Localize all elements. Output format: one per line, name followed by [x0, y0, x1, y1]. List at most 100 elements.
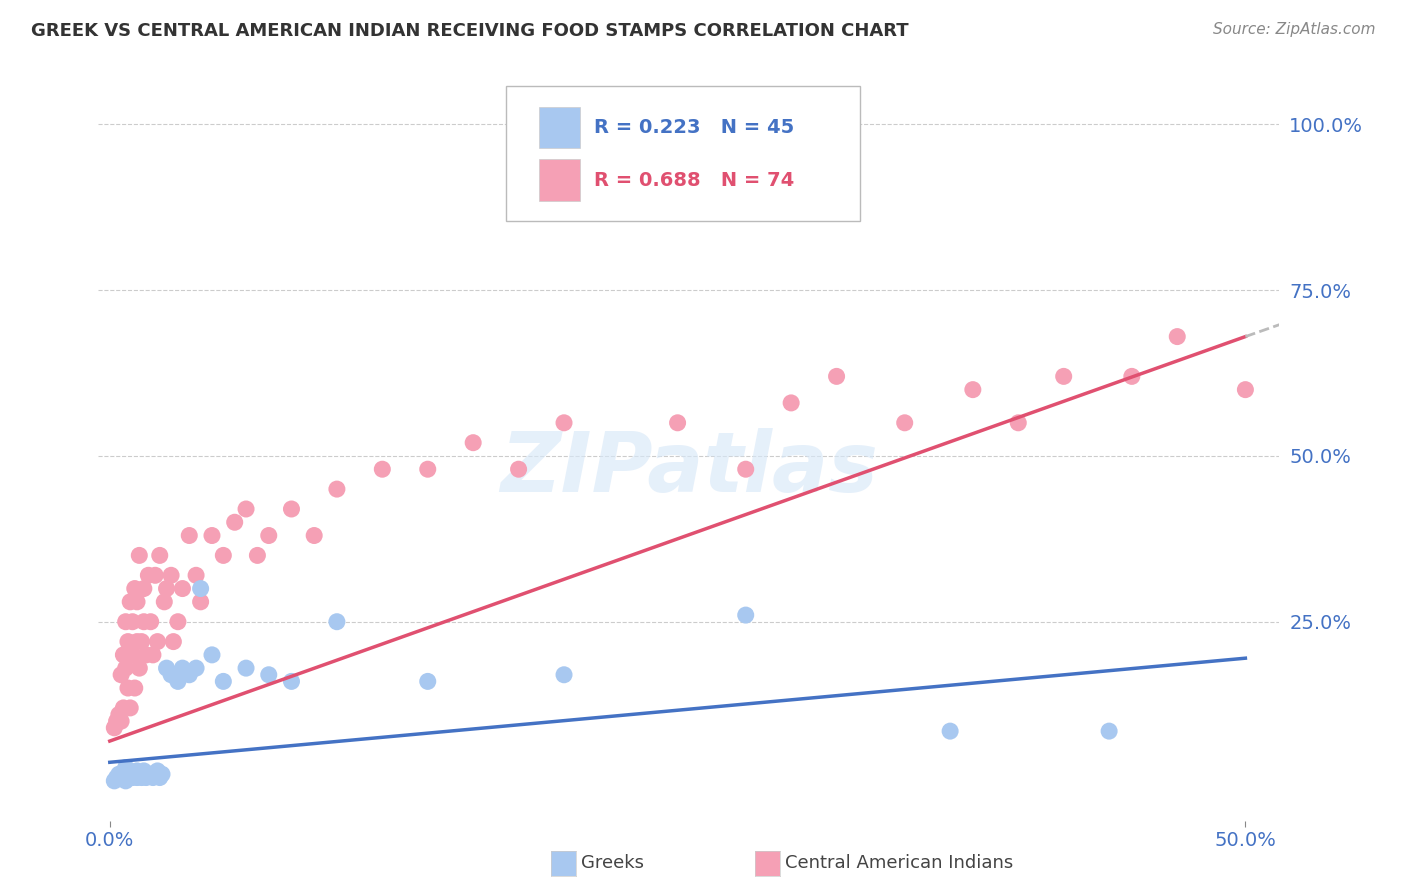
- Point: [121, 615, 143, 629]
- Point: [117, 634, 139, 648]
- Point: [132, 764, 155, 778]
- Bar: [538, 107, 581, 148]
- Text: R = 0.688   N = 74: R = 0.688 N = 74: [595, 170, 794, 189]
- Point: [125, 595, 148, 609]
- Point: [280, 674, 302, 689]
- Point: [121, 771, 143, 785]
- Point: [190, 595, 212, 609]
- Point: [114, 661, 136, 675]
- Point: [149, 549, 172, 563]
- Point: [212, 674, 235, 689]
- Point: [734, 608, 756, 623]
- Point: [326, 615, 349, 629]
- Text: R = 0.223   N = 45: R = 0.223 N = 45: [595, 118, 794, 137]
- Point: [162, 634, 184, 648]
- Point: [120, 595, 142, 609]
- Point: [108, 707, 131, 722]
- Point: [1007, 416, 1029, 430]
- Point: [105, 714, 128, 728]
- Point: [150, 767, 173, 781]
- Point: [1279, 350, 1302, 364]
- Point: [125, 771, 148, 785]
- Point: [125, 764, 148, 778]
- Point: [117, 771, 139, 785]
- Point: [121, 767, 143, 781]
- Point: [235, 502, 257, 516]
- Point: [160, 568, 183, 582]
- Point: [734, 462, 756, 476]
- Point: [893, 416, 915, 430]
- Point: [105, 771, 128, 785]
- Point: [1234, 383, 1257, 397]
- Point: [939, 724, 962, 739]
- Point: [235, 661, 257, 675]
- Point: [155, 582, 177, 596]
- Point: [124, 767, 146, 781]
- Point: [190, 582, 212, 596]
- Point: [143, 568, 166, 582]
- Point: [553, 667, 575, 681]
- Point: [184, 568, 207, 582]
- Point: [132, 615, 155, 629]
- Text: Greeks: Greeks: [581, 855, 644, 872]
- Text: Source: ZipAtlas.com: Source: ZipAtlas.com: [1212, 22, 1375, 37]
- Point: [110, 767, 132, 781]
- Point: [131, 771, 153, 785]
- Point: [962, 383, 984, 397]
- Point: [1121, 369, 1143, 384]
- Point: [326, 482, 349, 496]
- Point: [120, 701, 142, 715]
- Point: [155, 661, 177, 675]
- Point: [553, 416, 575, 430]
- Point: [114, 615, 136, 629]
- Point: [131, 634, 153, 648]
- Point: [146, 634, 169, 648]
- Point: [212, 549, 235, 563]
- Text: Central American Indians: Central American Indians: [785, 855, 1012, 872]
- Point: [125, 634, 148, 648]
- Point: [146, 764, 169, 778]
- Point: [780, 396, 803, 410]
- Point: [110, 714, 132, 728]
- Point: [114, 761, 136, 775]
- Point: [108, 767, 131, 781]
- Point: [463, 435, 485, 450]
- Point: [302, 528, 325, 542]
- Text: GREEK VS CENTRAL AMERICAN INDIAN RECEIVING FOOD STAMPS CORRELATION CHART: GREEK VS CENTRAL AMERICAN INDIAN RECEIVI…: [31, 22, 908, 40]
- Point: [132, 582, 155, 596]
- Point: [179, 528, 201, 542]
- Point: [1166, 329, 1188, 343]
- Point: [153, 595, 176, 609]
- Point: [132, 767, 155, 781]
- Point: [139, 615, 162, 629]
- Point: [666, 416, 689, 430]
- Point: [825, 369, 848, 384]
- Point: [142, 771, 165, 785]
- Point: [172, 661, 194, 675]
- Point: [103, 721, 125, 735]
- Point: [1053, 369, 1076, 384]
- Point: [416, 462, 439, 476]
- Point: [142, 648, 165, 662]
- Point: [135, 771, 157, 785]
- Point: [172, 582, 194, 596]
- Point: [257, 528, 280, 542]
- Point: [135, 648, 157, 662]
- Point: [114, 773, 136, 788]
- Point: [167, 615, 190, 629]
- Point: [120, 764, 142, 778]
- Point: [160, 667, 183, 681]
- Point: [139, 767, 162, 781]
- Point: [201, 648, 224, 662]
- Point: [138, 767, 160, 781]
- Point: [112, 771, 135, 785]
- Point: [1098, 724, 1121, 739]
- Point: [201, 528, 224, 542]
- Point: [112, 648, 135, 662]
- Point: [128, 661, 150, 675]
- Point: [138, 568, 160, 582]
- Point: [416, 674, 439, 689]
- Point: [184, 661, 207, 675]
- Point: [371, 462, 394, 476]
- Point: [117, 767, 139, 781]
